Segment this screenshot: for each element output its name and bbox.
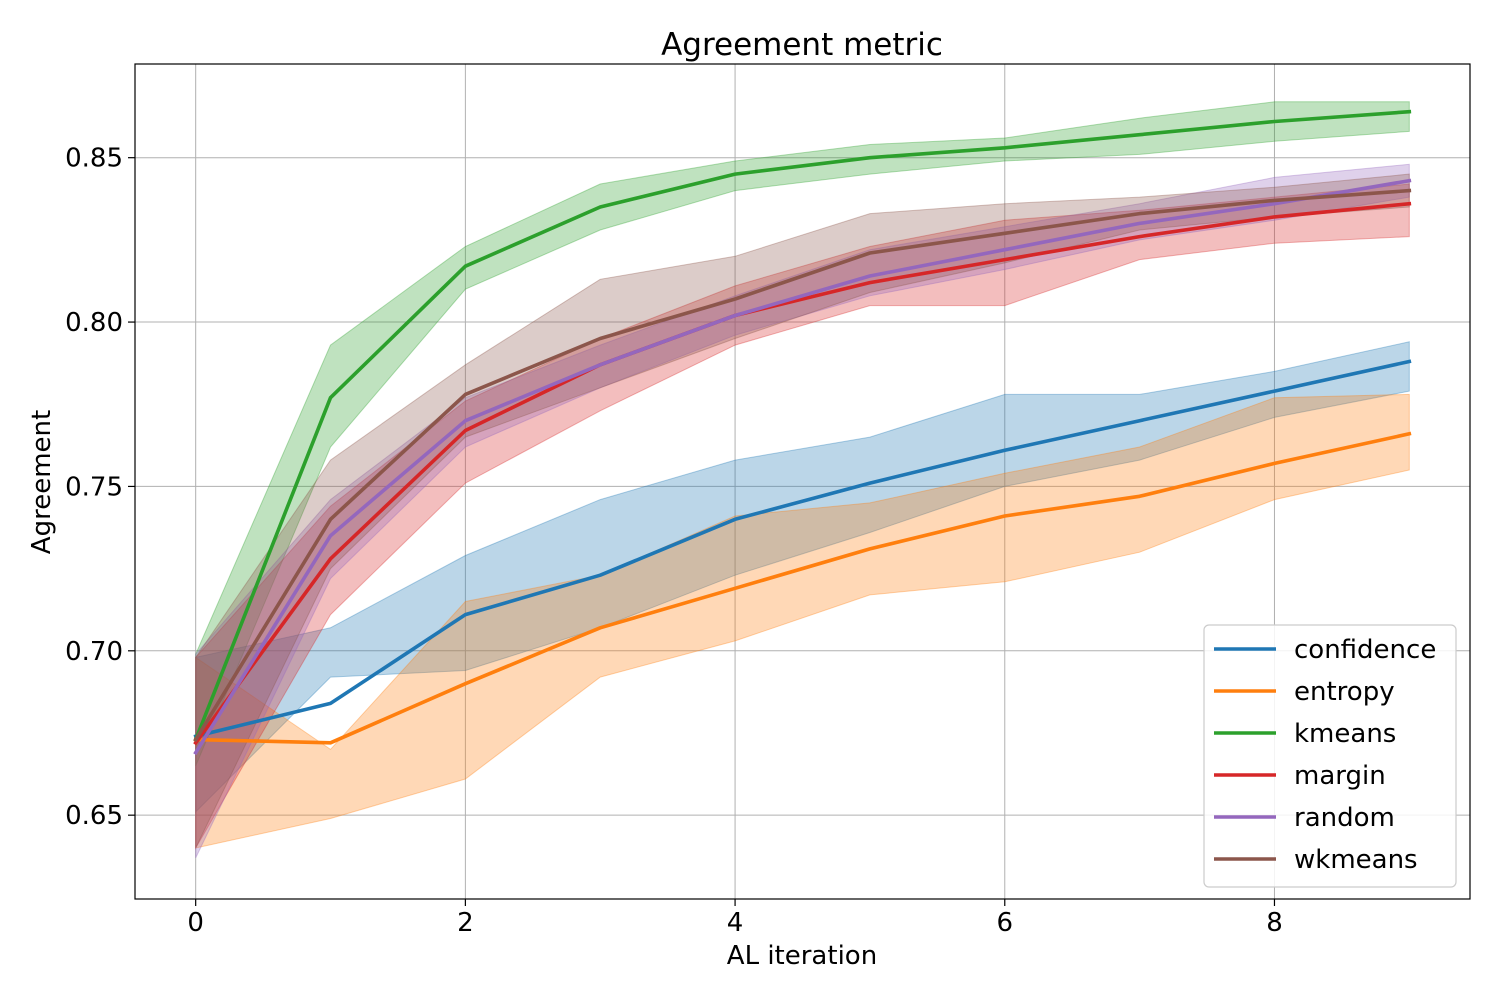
confidence-band [195,341,1410,814]
margin-band [195,183,1410,850]
y-tick-label: 0.65 [65,801,123,831]
legend-label-margin: margin [1294,761,1386,791]
x-tick-label: 4 [727,908,744,938]
x-tick-label: 8 [1266,908,1283,938]
random-band [195,163,1410,859]
chart-title: Agreement metric [661,27,943,63]
wkmeans-line [193,188,1412,743]
legend-label-kmeans: kmeans [1294,719,1396,749]
x-axis-ticks: 0 2 4 6 8 [187,899,1283,938]
random-line [193,178,1412,756]
kmeans-band [195,101,1410,767]
y-tick-label: 0.80 [65,308,123,338]
entropy-line [193,431,1412,745]
grid-lines [135,64,1470,899]
x-tick-label: 2 [457,908,474,938]
margin-line [193,201,1412,746]
series-lines [193,109,1412,756]
y-tick-label: 0.75 [65,472,123,502]
x-tick-label: 6 [996,908,1013,938]
confidence-line [193,359,1412,739]
legend-label-entropy: entropy [1294,677,1395,707]
x-tick-label: 0 [187,908,204,938]
legend-label-confidence: confidence [1294,635,1436,665]
plot-frame [134,63,1471,900]
legend: confidence entropy kmeans margin random wkmea… [1203,624,1457,888]
legend-label-random: random [1294,803,1395,833]
confidence-bands [195,101,1410,859]
y-axis-ticks: 0.65 0.70 0.75 0.80 0.85 [65,144,135,831]
y-tick-label: 0.85 [65,144,123,174]
legend-label-wkmeans: wkmeans [1294,845,1418,875]
y-tick-label: 0.70 [65,637,123,667]
kmeans-line [193,109,1412,742]
y-axis-label: Agreement [27,410,57,554]
wkmeans-band [195,173,1410,849]
x-axis-label: AL iteration [727,941,877,971]
